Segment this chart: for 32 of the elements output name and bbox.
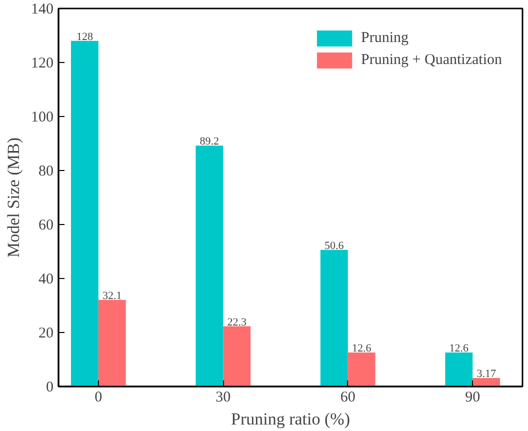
- bar: [320, 250, 348, 386]
- data-label: 22.3: [227, 316, 247, 328]
- data-label: 12.6: [352, 342, 372, 354]
- x-tick-label: 0: [94, 390, 102, 406]
- x-tick-label: 30: [216, 390, 231, 406]
- bar: [472, 378, 500, 386]
- data-label: 50.6: [324, 240, 344, 252]
- bar: [70, 40, 98, 386]
- data-label: 12.6: [449, 342, 470, 354]
- data-label: 128: [76, 30, 94, 43]
- y-tick-label: 60: [38, 218, 54, 234]
- y-tick-label: 0: [46, 380, 54, 396]
- bar: [98, 300, 126, 386]
- legend-label: Pruning: [361, 30, 409, 46]
- y-tick-label: 120: [31, 56, 54, 72]
- data-label: 89.2: [200, 136, 220, 148]
- x-tick-label: 90: [465, 390, 480, 406]
- y-tick-label: 100: [31, 110, 54, 126]
- y-tick-label: 20: [38, 326, 54, 342]
- y-axis-title: Model Size (MB): [4, 138, 23, 258]
- x-tick-label: 60: [340, 390, 356, 406]
- y-tick-label: 40: [38, 272, 54, 288]
- y-tick-label: 140: [31, 2, 54, 18]
- bar: [445, 352, 473, 386]
- bar: [196, 146, 224, 386]
- bar: [223, 326, 251, 386]
- bar: [348, 352, 376, 386]
- legend-label: Pruning + Quantization: [361, 52, 502, 68]
- data-label: 3.17: [476, 368, 496, 380]
- y-tick-label: 80: [38, 164, 54, 180]
- x-axis-title: Pruning ratio (%): [231, 410, 350, 428]
- data-label: 32.1: [102, 290, 122, 302]
